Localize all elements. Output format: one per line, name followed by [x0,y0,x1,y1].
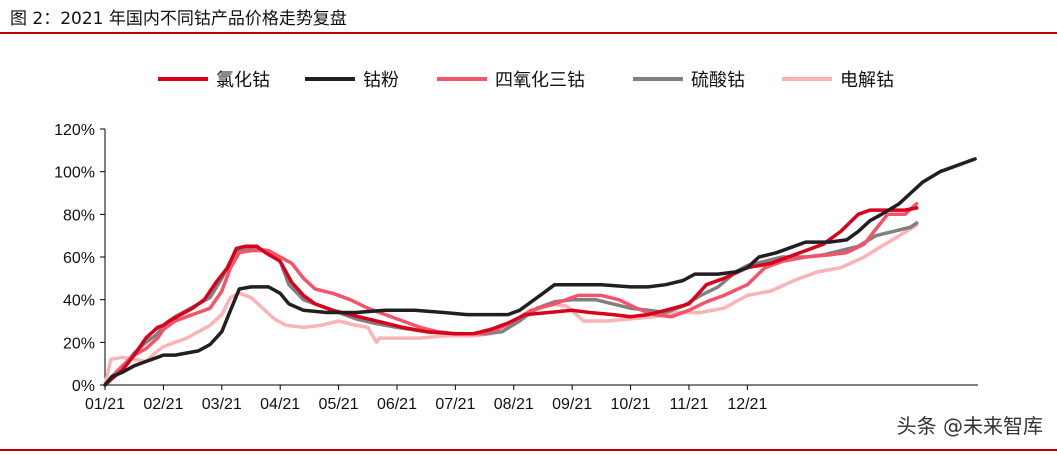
watermark: 头条 @未来智库 [896,414,1043,438]
y-tick-label: 40% [63,293,95,310]
series-line-1 [103,206,919,387]
chart-legend: 氯化钴 钴粉 四氧化三钴 硫酸钴 电解钴 [158,70,894,91]
chart-series [103,157,977,387]
series-line-5 [103,223,919,387]
top-divider [0,32,1057,34]
x-tick-label: 02/21 [143,396,183,413]
x-tick-label: 10/21 [611,396,651,413]
legend-label: 氯化钴 [216,70,270,91]
y-tick-label: 60% [63,250,95,267]
figure-title: 图 2：2021 年国内不同钴产品价格走势复盘 [10,9,347,29]
x-tick-label: 01/21 [85,396,125,413]
x-tick-label: 11/21 [670,396,709,413]
legend-label: 钴粉 [363,70,399,91]
legend-label: 电解钴 [840,70,894,91]
legend-label: 硫酸钴 [691,70,745,91]
y-tick-label: 80% [63,207,95,224]
x-tick-label: 08/21 [494,396,534,413]
chart-axes: 0% 20% 40% 60% 80% 100% 120% 01/21 02/21 03/21 04/… [54,122,978,413]
x-tick-label: 07/21 [435,396,475,413]
bottom-divider [0,449,1057,451]
x-tick-label: 06/21 [377,396,417,413]
x-tick-label: 09/21 [552,396,592,413]
x-tick-label: 04/21 [260,396,300,413]
y-tick-label: 100% [54,165,95,182]
series-line-2 [103,157,977,387]
y-tick-label: 120% [54,122,95,139]
x-tick-label: 05/21 [319,396,359,413]
series-line-3 [103,201,919,387]
y-tick-label: 0% [72,378,95,395]
x-tick-label: 03/21 [202,396,242,413]
legend-label: 四氧化三钴 [495,70,585,91]
y-tick-label: 20% [63,335,95,352]
x-tick-label: 12/21 [727,396,767,413]
